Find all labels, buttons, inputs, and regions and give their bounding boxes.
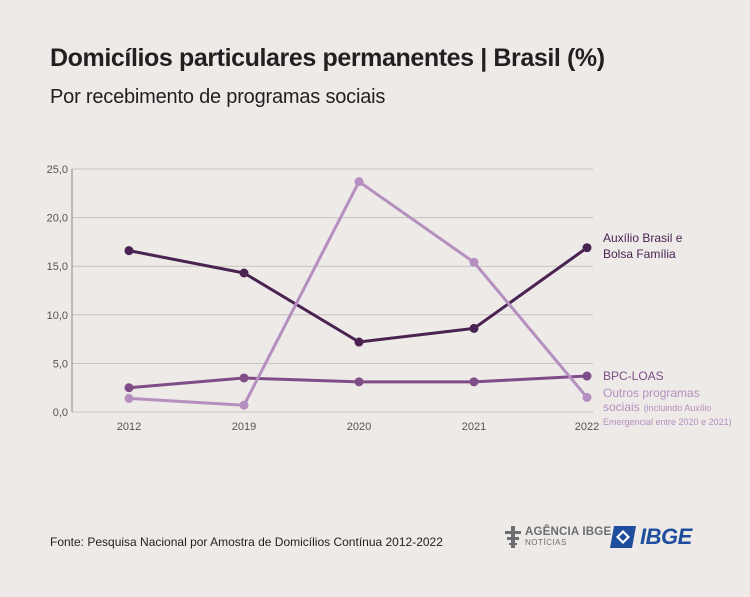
series-line-2 — [128, 180, 589, 407]
x-axis-ticks: 2012 2019 2020 2021 2022 — [117, 421, 599, 433]
data-point — [354, 337, 364, 347]
y-tick-label: 0,0 — [53, 407, 68, 419]
series-label-auxilio-line2: Bolsa Família — [603, 247, 676, 261]
x-tick-label: 2020 — [347, 421, 371, 433]
data-point — [582, 243, 592, 253]
agencia-noticias-wordmark: NOTÍCIAS — [525, 537, 567, 547]
data-point — [124, 383, 134, 393]
series-label-outros-line3: Emergencial entre 2020 e 2021) — [603, 417, 732, 427]
series-label-outros-line1: Outros programas — [603, 386, 700, 400]
data-point — [354, 377, 364, 387]
data-point — [582, 392, 592, 402]
series-label-auxilio-line1: Auxílio Brasil e — [603, 231, 683, 245]
y-tick-label: 20,0 — [47, 213, 68, 225]
data-point — [469, 377, 479, 387]
ibge-wordmark: IBGE — [640, 524, 692, 549]
agencia-ibge-mark-icon — [505, 526, 521, 548]
data-point — [124, 393, 134, 403]
series-points — [124, 177, 592, 410]
ibge-mark-icon — [610, 526, 636, 548]
chart-subtitle: Por recebimento de programas sociais — [50, 86, 386, 108]
x-tick-label: 2021 — [462, 421, 486, 433]
series-label-bpc-loas: BPC-LOAS — [603, 369, 664, 383]
series-lines — [128, 180, 589, 407]
data-point — [469, 323, 479, 333]
y-tick-label: 15,0 — [47, 261, 68, 273]
data-point — [582, 371, 592, 381]
data-point — [354, 177, 364, 187]
data-point — [239, 373, 249, 383]
x-tick-label: 2022 — [575, 421, 599, 433]
series-label-outros-line2: sociais (incluindo Auxílio — [603, 400, 711, 414]
series-line-0 — [128, 246, 588, 344]
data-point — [239, 268, 249, 278]
agencia-ibge-wordmark: AGÊNCIA IBGE — [525, 526, 612, 539]
x-tick-label: 2012 — [117, 421, 141, 433]
y-axis-ticks: 0,0 5,0 10,0 15,0 20,0 25,0 — [47, 164, 68, 419]
ibge-logo: IBGE — [610, 524, 692, 550]
data-point — [239, 400, 249, 410]
gridlines — [71, 168, 593, 413]
y-tick-label: 10,0 — [47, 310, 68, 322]
series-labels: Auxílio Brasil e Bolsa Família BPC-LOAS … — [603, 231, 732, 427]
agencia-ibge-logo: AGÊNCIA IBGE NOTÍCIAS — [505, 524, 611, 550]
chart-title: Domicílios particulares permanentes | Br… — [50, 44, 605, 72]
agencia-ibge-text: AGÊNCIA IBGE NOTÍCIAS — [525, 527, 611, 547]
data-point — [124, 246, 134, 256]
x-tick-label: 2019 — [232, 421, 256, 433]
source-note: Fonte: Pesquisa Nacional por Amostra de … — [50, 535, 443, 549]
y-tick-label: 5,0 — [53, 358, 68, 370]
data-point — [469, 257, 479, 267]
y-tick-label: 25,0 — [47, 164, 68, 176]
